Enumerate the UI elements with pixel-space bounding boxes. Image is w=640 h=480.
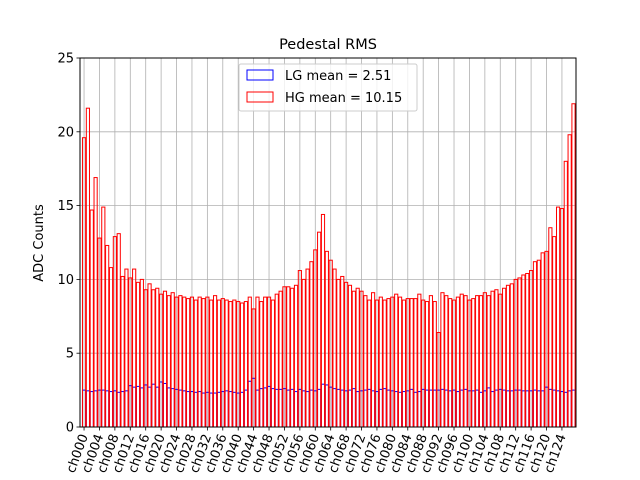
legend: LG mean = 2.51 HG mean = 10.15 <box>238 63 418 112</box>
y-axis-ticks: 0 5 10 15 20 25 <box>57 52 80 436</box>
legend-swatch-lg <box>246 69 274 81</box>
axes <box>79 57 577 428</box>
y-tick-label: 10 <box>57 273 74 288</box>
y-tick-label: 20 <box>57 125 74 140</box>
y-tick-label: 5 <box>66 347 74 362</box>
x-axis-ticks: ch000ch004ch008ch012ch016ch020ch024ch028… <box>64 427 570 475</box>
y-axis-label: ADC Counts <box>32 204 47 282</box>
y-tick-label: 0 <box>66 421 74 436</box>
legend-swatch-hg <box>246 91 274 103</box>
legend-label-lg: LG mean = 2.51 <box>285 69 391 84</box>
y-tick-label: 15 <box>57 199 74 214</box>
hg-series-bars <box>81 103 576 428</box>
y-tick-label: 25 <box>57 52 74 67</box>
legend-label-hg: HG mean = 10.15 <box>285 91 402 106</box>
plot-frame <box>79 57 577 428</box>
chart-title: Pedestal RMS <box>279 37 377 53</box>
legend-box <box>238 63 418 112</box>
grid-lines <box>80 57 576 428</box>
